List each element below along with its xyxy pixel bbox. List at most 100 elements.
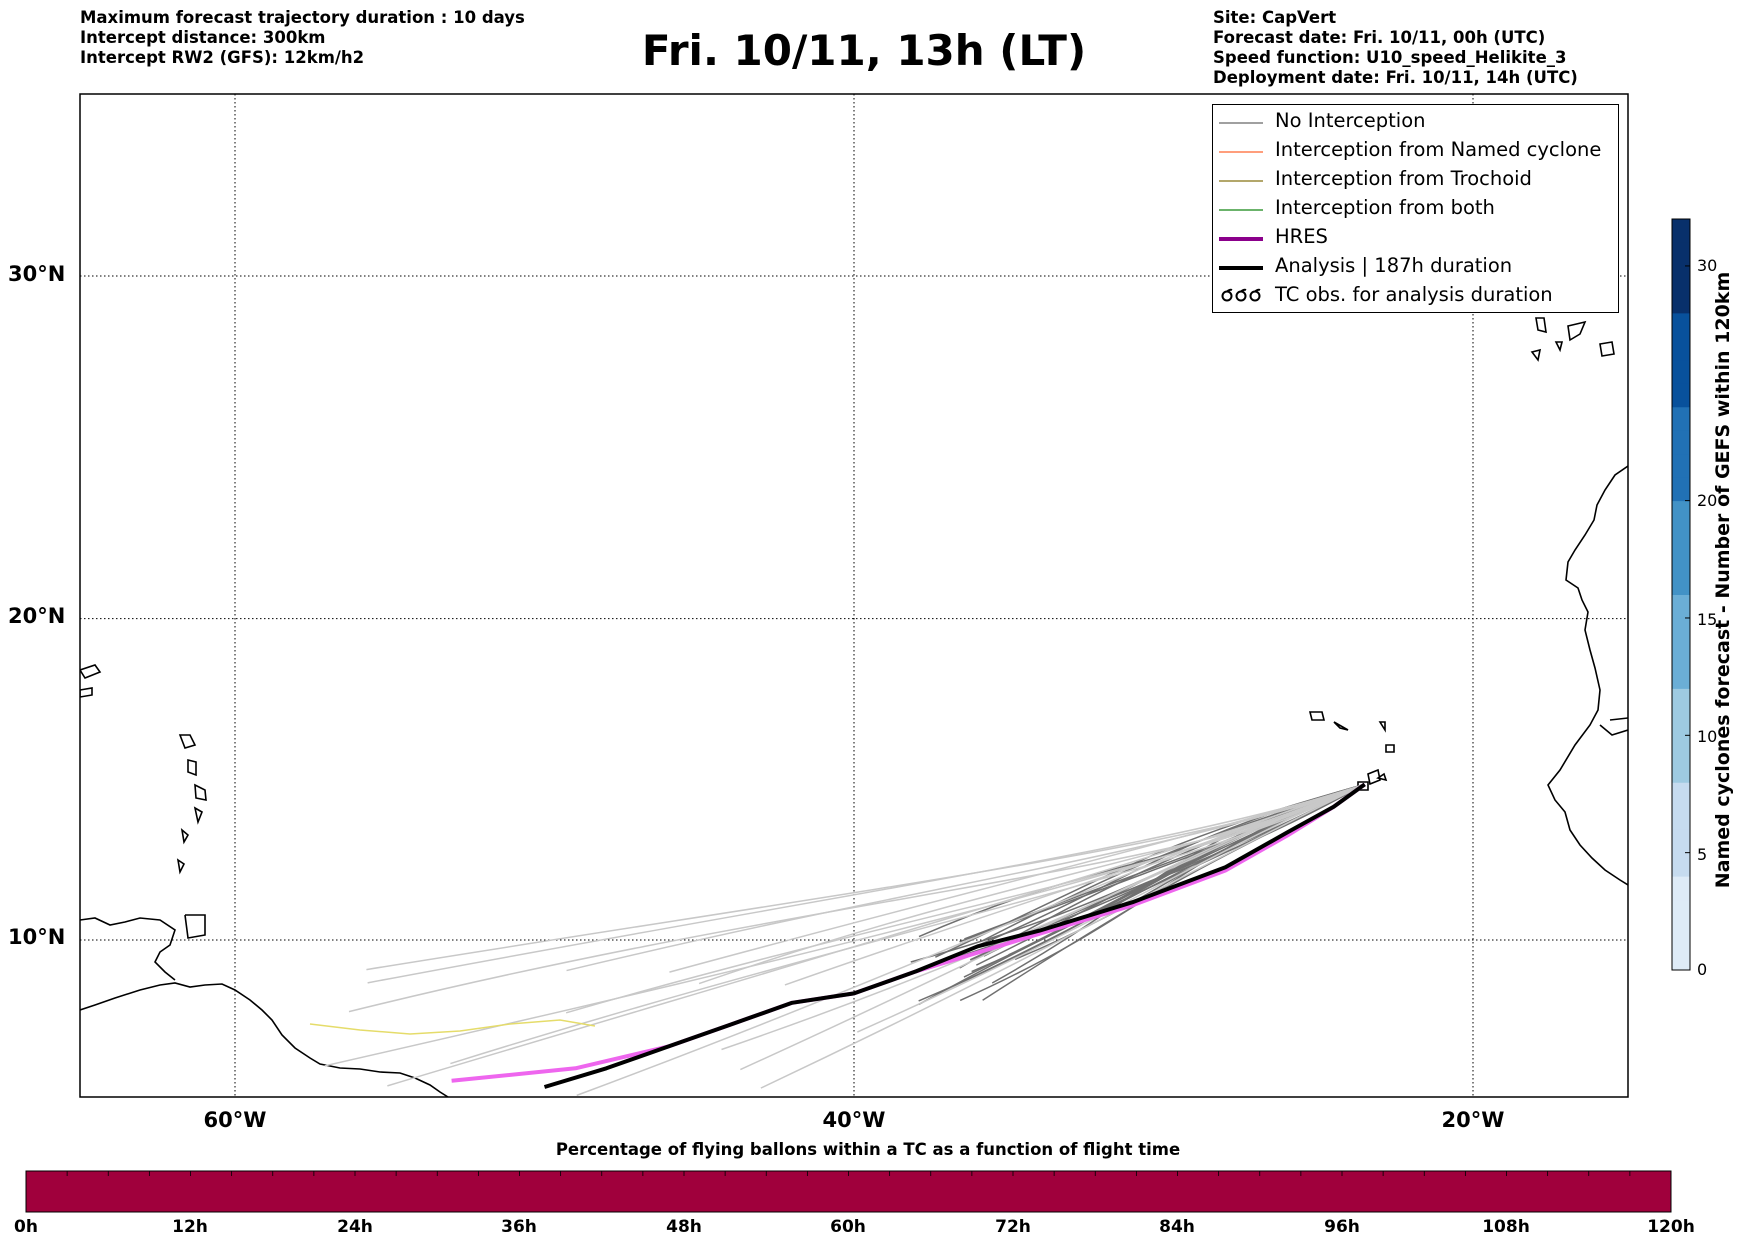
lon-label-60w: 60°W [203,1108,267,1132]
ensemble-trajectory [566,783,1365,972]
trochoid-trajectory [309,1019,596,1035]
colorbar-right-segment [1672,571,1690,595]
map-gridlines [80,94,1628,1097]
coastline-segment [1376,772,1388,782]
info-speed-function: Speed function: U10_speed_Helikite_3 [1213,48,1567,67]
cb-bottom-tick-96h: 96h [1324,1217,1360,1237]
tc-symbol-icon [1221,288,1261,302]
coastline-segment [184,914,206,939]
lat-label-20n: 20°N [8,604,66,628]
legend-label: HRES [1275,225,1328,248]
legend-swatch [1219,122,1263,124]
colorbar-right-frame [1671,218,1691,971]
legend-swatch [1219,180,1263,182]
analysis-trajectory [543,782,1366,1089]
colorbar-right-segment [1672,923,1690,948]
ensemble-trajectory [576,783,1365,1097]
colorbar-right-segment [1672,500,1690,525]
legend-label: Interception from Named cyclone [1275,138,1602,161]
coastline-segment [80,982,449,1097]
cb-bottom-tick-0h: 0h [14,1217,38,1237]
coastline-segment [1333,721,1349,731]
colorbar-bottom-bar [25,1170,1672,1213]
cb-bottom-tick-48h: 48h [666,1217,702,1237]
coastline-segment [1567,320,1587,342]
info-deployment-date: Deployment date: Fri. 10/11, 14h (UTC) [1213,68,1578,87]
legend-label: Analysis | 187h duration [1275,254,1513,277]
coastline-segment [194,783,207,801]
coastline-segment [1599,341,1615,357]
legend-swatch [1219,209,1263,211]
colorbar-right-segment [1672,782,1690,807]
ensemble-trajectory [348,783,1366,1013]
colorbar-right-segment [1672,219,1690,243]
colorbar-right-segment [1672,359,1690,384]
colorbar-right-segment [1672,758,1690,783]
coastline-segment [80,687,93,698]
coastline-segment [1367,768,1381,786]
cb-bottom-tick-84h: 84h [1159,1217,1195,1237]
colorbar-right-title: Named cyclones forecast - Number of GEFS… [1712,271,1734,889]
map-frame [79,93,1629,1098]
colorbar-right-segment [1672,641,1690,666]
cb-bottom-tick-12h: 12h [172,1217,208,1237]
colorbar-right-segment [1672,265,1690,290]
main-trajectories [451,782,1366,1089]
info-site: Site: CapVert [1213,8,1337,27]
coastline-segment [1308,711,1326,721]
lat-label-10n: 10°N [8,925,66,949]
lon-label-40w: 40°W [822,1108,886,1132]
legend-item-named-cyclone: Interception from Named cyclone [1213,137,1618,163]
coastline-segment [1599,724,1628,736]
legend-label: TC obs. for analysis duration [1275,283,1553,306]
cb-right-tick-30: 30 [1697,256,1718,275]
colorbar-right-segment [1672,852,1690,877]
ensemble-trajectories [309,783,1366,1097]
legend-item-analysis: Analysis | 187h duration [1213,253,1618,279]
cb-right-tick-10: 10 [1697,727,1718,746]
colorbar-right-segment [1672,336,1690,361]
coastline-segment [1554,341,1564,353]
coastline-segment [1385,744,1395,753]
ensemble-trajectory [565,783,1366,1014]
colorbar-right-segment [1672,946,1690,971]
coastline-segment [80,917,176,981]
legend-label: Interception from Trochoid [1275,167,1532,190]
ensemble-trajectory [366,783,1365,971]
cb-bottom-tick-72h: 72h [995,1217,1031,1237]
legend-label: No Interception [1275,109,1426,132]
colorbar-right-segment [1672,289,1690,314]
legend-swatch [1219,151,1263,153]
ensemble-trajectory [450,783,1366,1065]
cb-bottom-tick-120h: 120h [1647,1217,1695,1237]
legend-swatch [1219,266,1263,270]
map-legend: No Interception Interception from Named … [1212,104,1619,313]
colorbar-right-segment [1672,735,1690,760]
colorbar-right-segment [1672,617,1690,642]
coastline-segment [1530,348,1542,362]
colorbar-bottom [25,1170,1672,1213]
cb-bottom-tick-36h: 36h [501,1217,537,1237]
coastline-segment [193,806,204,825]
ensemble-trajectory [367,783,1365,984]
info-max-duration: Maximum forecast trajectory duration : 1… [80,8,525,27]
coastlines [80,317,1628,1097]
info-intercept-rw2: Intercept RW2 (GFS): 12km/h2 [80,48,365,67]
colorbar-right-segment [1672,876,1690,901]
cb-bottom-tick-108h: 108h [1482,1217,1530,1237]
colorbar-right-segment [1672,688,1690,713]
coastline-segment [1535,317,1547,334]
colorbar-right-segment [1672,805,1690,830]
cb-right-tick-5: 5 [1697,845,1708,864]
legend-label: Interception from both [1275,196,1495,219]
cb-bottom-tick-24h: 24h [337,1217,373,1237]
legend-item-no-interception: No Interception [1213,108,1618,134]
coastline-segment [80,664,102,679]
colorbar-right-segment [1672,430,1690,455]
page-title: Fri. 10/11, 13h (LT) [641,26,1087,75]
ensemble-trajectory [760,783,1366,1089]
colorbar-right-segment [1672,312,1690,337]
colorbar-right-segment [1672,477,1690,502]
legend-item-hres: HRES [1213,224,1618,250]
coastline-segment [187,758,197,777]
